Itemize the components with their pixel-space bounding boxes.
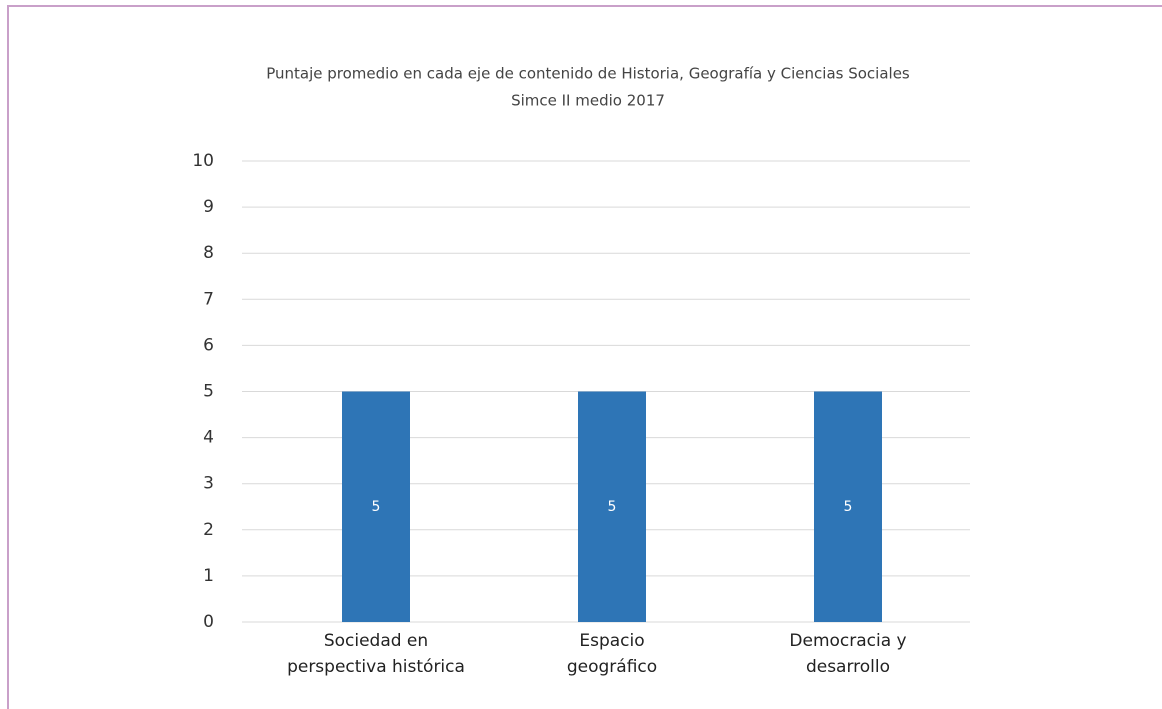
y-tick-label: 2 (203, 520, 214, 540)
y-tick-label: 4 (203, 428, 214, 448)
data-label: 5 (372, 499, 381, 515)
y-tick-label: 6 (203, 335, 214, 355)
y-tick-label: 9 (203, 197, 214, 217)
y-tick-label: 1 (203, 566, 214, 586)
y-tick-label: 3 (203, 474, 214, 494)
bar (342, 391, 410, 622)
data-label: 5 (608, 499, 617, 515)
x-tick-label: Democracia y desarrollo (789, 631, 907, 677)
x-tick-label: Sociedad en perspectiva histórica (287, 631, 465, 677)
y-tick-label: 7 (203, 289, 214, 309)
y-tick-label: 5 (203, 382, 214, 402)
y-tick-label: 10 (192, 151, 214, 171)
chart-title: Puntaje promedio en cada eje de contenid… (266, 65, 910, 83)
bar (578, 391, 646, 622)
y-tick-label: 0 (203, 612, 214, 632)
x-tick-label: Espacio geográfico (566, 631, 658, 677)
y-tick-label: 8 (203, 243, 214, 263)
data-label: 5 (844, 499, 853, 515)
bar (814, 391, 882, 622)
page (7, 5, 1162, 709)
chart-subtitle: Simce II medio 2017 (511, 92, 665, 110)
